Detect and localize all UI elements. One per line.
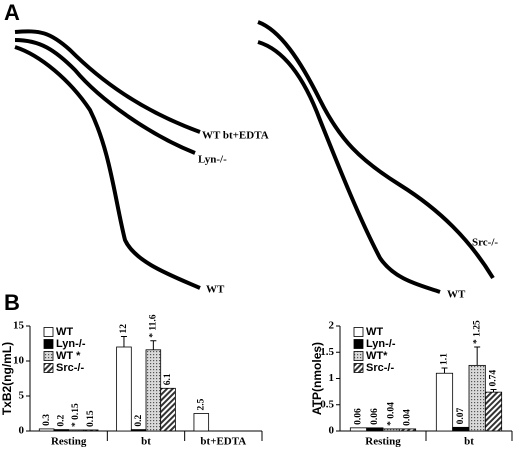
value-label: 0.74 — [489, 370, 499, 387]
bar — [349, 427, 368, 432]
y-tick-label: 5 — [19, 390, 25, 402]
bar — [435, 372, 454, 432]
x-tick-label: Resting — [51, 436, 87, 448]
trace — [14, 38, 196, 155]
trace-label: Lyn-/- — [198, 154, 227, 166]
bar — [398, 428, 417, 432]
y-tick-label: 0 — [19, 425, 25, 437]
y-tick-label: 2 — [329, 320, 335, 332]
bar — [145, 349, 162, 432]
error-bar — [490, 389, 497, 393]
y-tick-label: 1 — [329, 372, 335, 384]
trace-label: WT bt+EDTA — [202, 130, 269, 142]
aggregation-traces — [14, 20, 495, 294]
panel-label: A — [4, 0, 20, 25]
bar — [82, 429, 99, 432]
x-tick-label: bt — [464, 436, 474, 448]
bar — [116, 346, 132, 432]
legend-label: Lyn-/- — [56, 338, 86, 350]
legend-swatch — [43, 363, 54, 373]
legend-swatch — [353, 339, 364, 349]
legend-swatch — [353, 327, 364, 337]
value-label: * 1.25 — [472, 320, 482, 344]
legend-swatch — [353, 351, 364, 361]
bar — [382, 428, 400, 432]
y-tick-label: 10 — [13, 355, 25, 367]
bar — [366, 427, 384, 432]
legend-label: WT — [56, 326, 73, 338]
trace — [14, 45, 201, 290]
value-label: 0.06 — [370, 408, 380, 425]
value-label: 0.2 — [134, 414, 144, 426]
trace — [14, 29, 201, 134]
legend-swatch — [43, 339, 54, 349]
bar — [53, 429, 70, 432]
value-label: * 0.15 — [71, 403, 81, 427]
bar — [468, 364, 486, 432]
legend-label: WT — [366, 326, 383, 338]
error-bar — [474, 346, 481, 366]
y-axis-label: TxB2(ng/mL) — [0, 342, 14, 415]
bar — [452, 426, 470, 432]
legend-swatch — [43, 327, 54, 337]
value-label: 0.04 — [403, 409, 413, 426]
y-tick-label: 1.5 — [320, 346, 334, 358]
y-tick-label: 0.5 — [320, 398, 334, 410]
x-tick-label: bt+EDTA — [200, 436, 246, 448]
value-label: 0.3 — [42, 414, 52, 426]
error-bar — [120, 336, 127, 347]
legend-swatch — [43, 351, 54, 361]
legend-label: Src-/- — [366, 362, 394, 374]
y-tick-label: 0 — [329, 425, 335, 437]
legend-label: WT * — [56, 350, 81, 362]
value-label: * 0.04 — [386, 402, 396, 426]
value-label: 12 — [119, 324, 129, 334]
bar — [484, 391, 503, 432]
trace-label: Src-/- — [472, 237, 498, 249]
legend-swatch — [353, 363, 364, 373]
value-label: 0.06 — [354, 408, 364, 425]
bar — [68, 429, 84, 432]
legend-label: Src-/- — [56, 362, 84, 374]
trace-label: WT — [447, 289, 466, 301]
legend-label: Lyn-/- — [366, 338, 396, 350]
value-label: 1.1 — [440, 353, 450, 365]
trace-label: WT — [206, 284, 225, 296]
x-tick-label: bt — [141, 436, 151, 448]
value-label: 2.5 — [196, 398, 206, 410]
bar — [160, 387, 176, 432]
y-axis-label: ATP(nmoles) — [310, 342, 324, 415]
trace — [257, 20, 495, 280]
panel-label: B — [4, 290, 20, 315]
trace — [257, 40, 441, 294]
value-label: 0.2 — [57, 414, 67, 426]
x-tick-label: Resting — [365, 436, 401, 448]
bar — [130, 429, 147, 432]
value-label: 6.1 — [163, 373, 173, 385]
value-label: 0.15 — [86, 410, 96, 427]
bar — [38, 428, 55, 432]
legend-label: WT* — [366, 350, 388, 362]
bar — [193, 413, 210, 432]
value-label: * 11.6 — [149, 314, 159, 337]
error-bar — [441, 367, 448, 374]
y-tick-label: 15 — [13, 320, 25, 332]
error-bar — [150, 340, 157, 350]
value-label: 0.07 — [456, 407, 466, 424]
